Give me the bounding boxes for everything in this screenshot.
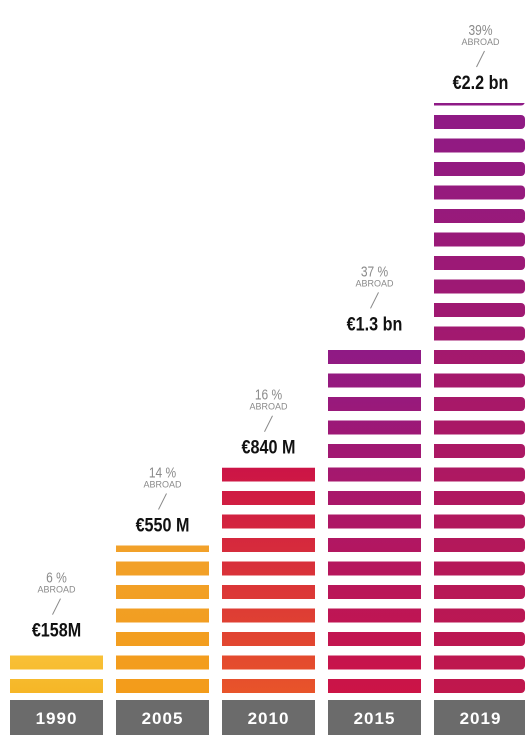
- value-label: €550 M: [136, 514, 190, 536]
- x-tick-label: 2005: [142, 709, 184, 728]
- bar: [10, 650, 103, 693]
- abroad-label: ABROAD: [355, 278, 394, 288]
- abroad-share: 39%: [468, 22, 492, 39]
- slash: [264, 415, 273, 432]
- value-label: €1.3 bn: [347, 313, 403, 335]
- bar: [328, 344, 421, 693]
- x-tick-label: 2010: [248, 709, 290, 728]
- abroad-label: ABROAD: [143, 480, 182, 490]
- year-box: [434, 700, 525, 735]
- x-tick-label: 1990: [36, 709, 78, 728]
- abroad-label: ABROAD: [461, 37, 500, 47]
- abroad-share: 16 %: [255, 386, 282, 403]
- year-box: [328, 700, 421, 735]
- abroad-label: ABROAD: [249, 402, 288, 412]
- slash: [370, 292, 379, 309]
- bar: [434, 103, 525, 693]
- year-box: [10, 700, 103, 735]
- value-label: €2.2 bn: [453, 72, 509, 94]
- bar: [222, 467, 315, 693]
- value-label: €840 M: [242, 436, 296, 458]
- slash: [158, 493, 167, 510]
- year-box: [116, 700, 209, 735]
- bar: [116, 545, 209, 693]
- slash: [476, 50, 485, 68]
- x-tick-label: 2019: [460, 709, 502, 728]
- abroad-label: ABROAD: [37, 585, 76, 595]
- abroad-share: 14 %: [149, 464, 176, 481]
- abroad-share: 37 %: [361, 263, 388, 280]
- year-box: [222, 700, 315, 735]
- slash: [52, 598, 61, 615]
- abroad-share: 6 %: [46, 569, 67, 586]
- value-label: €158M: [32, 619, 81, 641]
- x-tick-label: 2015: [354, 709, 396, 728]
